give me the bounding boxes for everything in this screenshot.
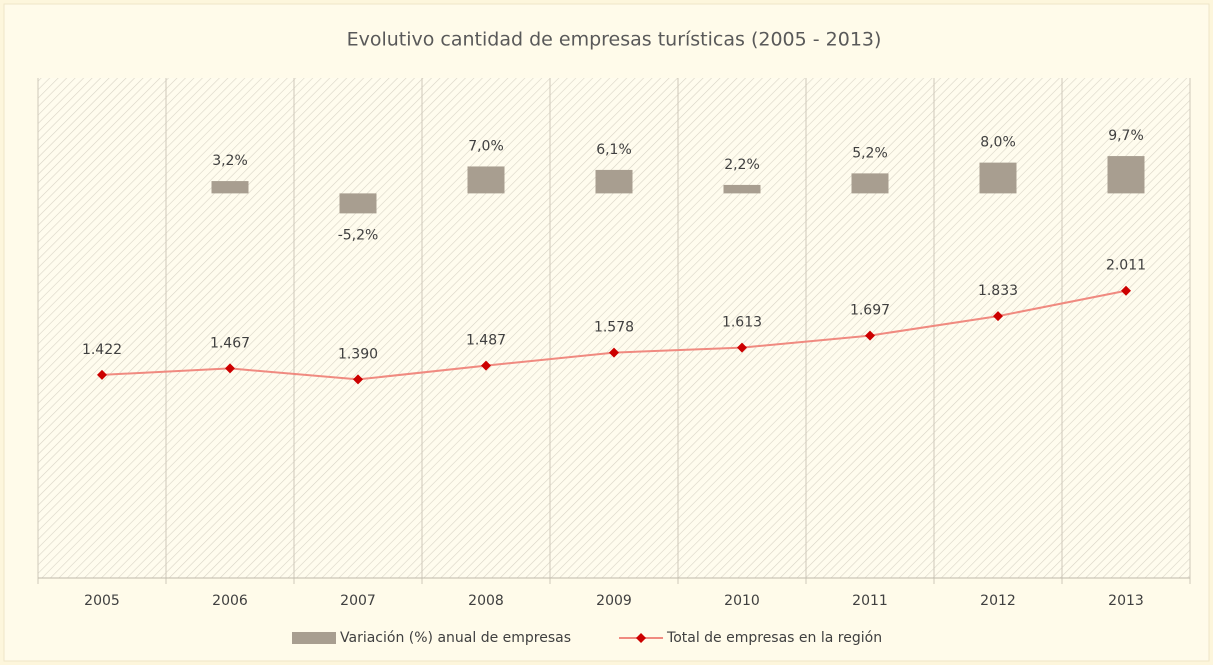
x-tick-label: 2010 — [724, 593, 760, 609]
line-marker — [609, 347, 619, 358]
bar — [723, 184, 761, 194]
x-tick-label: 2009 — [596, 593, 632, 609]
chart-title: Evolutivo cantidad de empresas turística… — [347, 29, 882, 51]
bar — [851, 173, 889, 194]
line-marker — [1121, 285, 1131, 296]
bar — [339, 193, 377, 214]
line-marker — [97, 369, 107, 380]
bar-value-label: -5,2% — [338, 227, 379, 243]
legend-label: Total de empresas en la región — [666, 630, 882, 646]
line-value-label: 2.011 — [1106, 258, 1146, 274]
x-tick-label: 2006 — [212, 593, 248, 609]
plot-area — [38, 78, 1190, 578]
line-marker — [481, 360, 491, 371]
bar — [979, 162, 1017, 194]
line-marker — [353, 374, 363, 385]
legend-swatch — [292, 632, 336, 644]
line-value-label: 1.467 — [210, 335, 250, 351]
line-value-label: 1.487 — [466, 333, 506, 349]
line-marker — [225, 363, 235, 374]
bar — [211, 181, 249, 194]
x-tick-label: 2007 — [340, 593, 376, 609]
x-tick-label: 2013 — [1108, 593, 1144, 609]
line-value-label: 1.422 — [82, 342, 122, 358]
x-tick-label: 2011 — [852, 593, 888, 609]
line-value-label: 1.578 — [594, 320, 634, 336]
bar-value-label: 2,2% — [724, 157, 760, 173]
bar-value-label: 8,0% — [980, 135, 1016, 151]
bar — [595, 169, 633, 194]
line-marker — [993, 311, 1003, 322]
line-value-label: 1.390 — [338, 346, 378, 362]
line-value-label: 1.697 — [850, 303, 890, 319]
line-marker — [737, 342, 747, 353]
bar-value-label: 3,2% — [212, 153, 248, 169]
legend-label: Variación (%) anual de empresas — [340, 630, 571, 646]
bar — [1107, 156, 1145, 194]
bar-value-label: 6,1% — [596, 142, 632, 158]
line-value-label: 1.833 — [978, 283, 1018, 299]
bar — [467, 166, 505, 194]
bar-value-label: 9,7% — [1108, 128, 1144, 144]
line-value-label: 1.613 — [722, 315, 762, 331]
x-tick-label: 2012 — [980, 593, 1016, 609]
x-tick-label: 2008 — [468, 593, 504, 609]
bar-value-label: 5,2% — [852, 145, 888, 161]
line-marker — [865, 330, 875, 341]
x-tick-label: 2005 — [84, 593, 120, 609]
legend-marker — [636, 633, 647, 643]
bar-value-label: 7,0% — [468, 138, 504, 154]
